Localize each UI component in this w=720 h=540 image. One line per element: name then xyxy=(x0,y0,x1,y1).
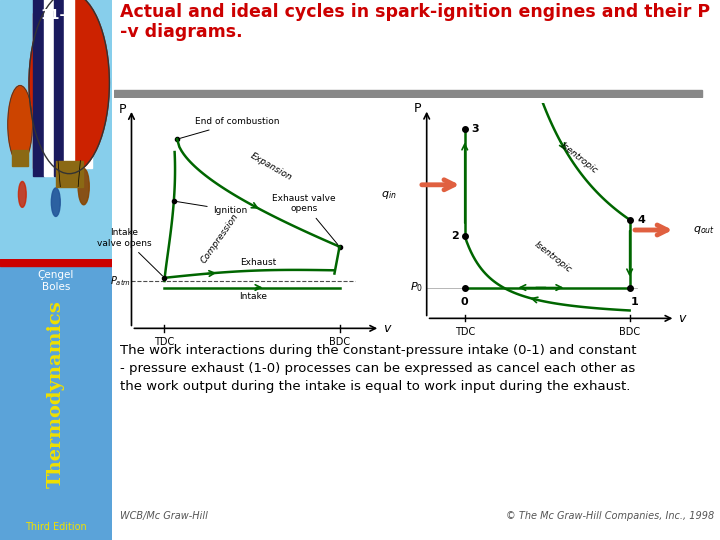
Bar xyxy=(70,13,77,168)
Text: Intake
valve opens: Intake valve opens xyxy=(96,228,163,276)
Bar xyxy=(63,0,73,176)
Bar xyxy=(63,13,70,168)
Text: $v$: $v$ xyxy=(382,322,392,335)
Bar xyxy=(33,13,41,168)
Text: Actual and ideal cycles in spark-ignition engines and their P
-v diagrams.: Actual and ideal cycles in spark-ignitio… xyxy=(120,3,710,42)
Bar xyxy=(55,13,63,168)
Text: Intake: Intake xyxy=(239,292,267,301)
Bar xyxy=(84,13,91,168)
Text: 2: 2 xyxy=(451,231,459,241)
Ellipse shape xyxy=(8,85,32,163)
Text: Thermodynamics: Thermodynamics xyxy=(47,300,65,488)
Text: $v$: $v$ xyxy=(678,312,688,325)
Text: Third Edition: Third Edition xyxy=(25,522,86,531)
Text: TDC: TDC xyxy=(154,337,174,347)
Text: Compression: Compression xyxy=(199,211,240,265)
Bar xyxy=(41,13,48,168)
Text: Isentropic: Isentropic xyxy=(534,239,574,274)
Text: 0: 0 xyxy=(461,297,469,307)
Text: BDC: BDC xyxy=(329,337,350,347)
Text: Çengel
Boles: Çengel Boles xyxy=(37,271,74,292)
Bar xyxy=(56,161,83,187)
Text: 1: 1 xyxy=(631,297,639,307)
Text: 4: 4 xyxy=(637,215,645,225)
Text: Isentropic: Isentropic xyxy=(559,141,599,176)
Text: $P_0$: $P_0$ xyxy=(410,281,423,294)
Text: The work interactions during the constant-pressure intake (0-1) and constant
- p: The work interactions during the constan… xyxy=(120,345,636,394)
Text: BDC: BDC xyxy=(619,327,640,336)
Bar xyxy=(0,259,112,266)
Text: Expansion: Expansion xyxy=(248,152,294,183)
Bar xyxy=(53,0,63,176)
Text: End of combustion: End of combustion xyxy=(180,117,279,138)
Bar xyxy=(43,0,53,176)
Text: $q_{out}$: $q_{out}$ xyxy=(693,224,715,236)
Text: P: P xyxy=(119,103,126,116)
Bar xyxy=(33,0,43,176)
Text: Exhaust: Exhaust xyxy=(240,258,276,267)
Bar xyxy=(114,90,702,97)
Text: P: P xyxy=(414,102,421,115)
Ellipse shape xyxy=(19,181,26,207)
Ellipse shape xyxy=(78,168,89,205)
Text: WCB/Mc Graw-Hill: WCB/Mc Graw-Hill xyxy=(120,511,207,521)
Text: $P_{atm}$: $P_{atm}$ xyxy=(109,274,130,288)
Text: © The Mc Graw-Hill Companies, Inc., 1998: © The Mc Graw-Hill Companies, Inc., 1998 xyxy=(505,511,714,521)
Bar xyxy=(77,13,84,168)
Text: Ignition: Ignition xyxy=(176,201,247,214)
Bar xyxy=(48,13,55,168)
Ellipse shape xyxy=(51,188,60,217)
Bar xyxy=(12,150,28,166)
Ellipse shape xyxy=(29,0,109,174)
Text: Exhaust valve
opens: Exhaust valve opens xyxy=(272,194,338,245)
Text: 11-1: 11-1 xyxy=(40,8,76,22)
Text: 3: 3 xyxy=(471,124,479,134)
Text: TDC: TDC xyxy=(454,327,475,336)
Text: $q_{in}$: $q_{in}$ xyxy=(381,189,397,201)
